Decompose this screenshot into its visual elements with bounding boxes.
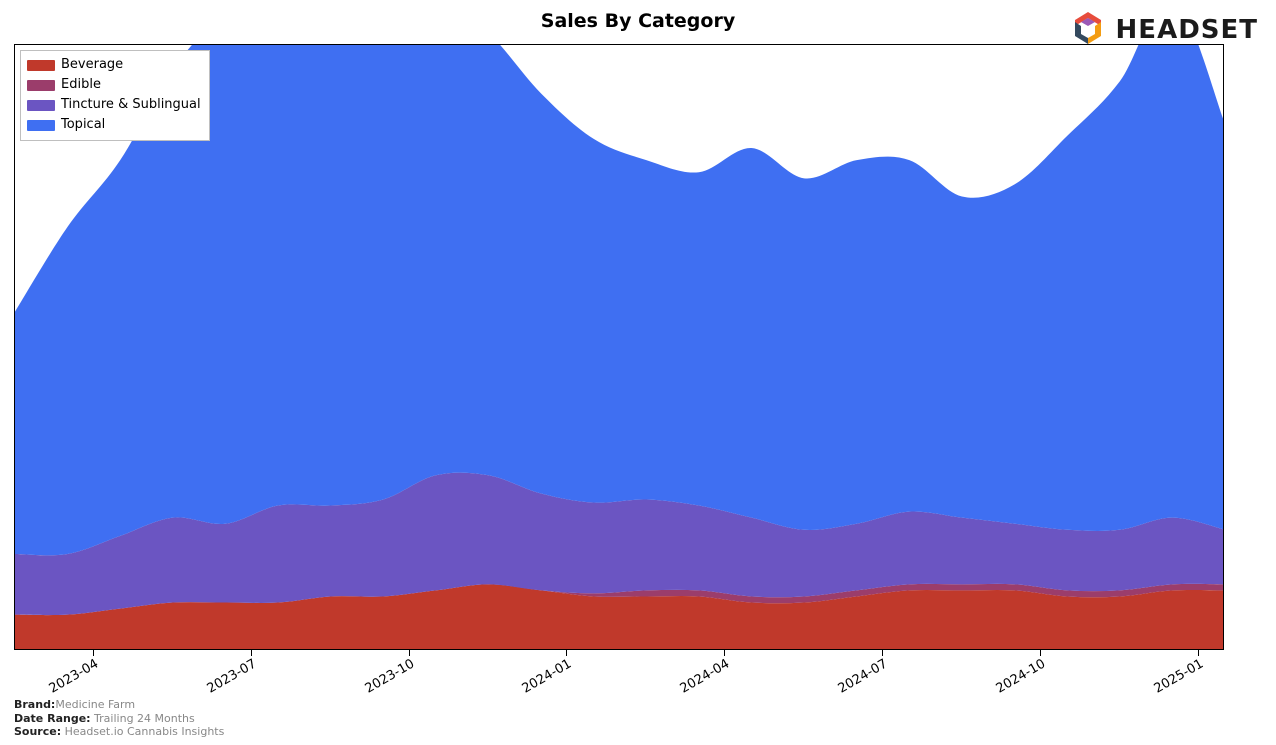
legend-label: Edible: [61, 75, 101, 95]
legend-swatch: [27, 60, 55, 71]
x-tick-label: 2024-10: [993, 656, 1048, 696]
footer-source: Source: Headset.io Cannabis Insights: [14, 725, 224, 739]
x-tick-label: 2024-07: [836, 656, 891, 696]
x-tick-label: 2024-01: [520, 656, 575, 696]
legend-swatch: [27, 120, 55, 131]
footer-range: Date Range: Trailing 24 Months: [14, 712, 224, 726]
legend-swatch: [27, 80, 55, 91]
x-tick-label: 2023-10: [362, 656, 417, 696]
x-tick-label: 2023-07: [204, 656, 259, 696]
x-tick-mark: [1198, 650, 1199, 656]
legend-item: Beverage: [27, 55, 201, 75]
x-tick-mark: [882, 650, 883, 656]
x-tick-mark: [251, 650, 252, 656]
chart-root: Sales By Category HEADSET BeverageEdible…: [0, 0, 1276, 745]
chart-footer: Brand:Medicine Farm Date Range: Trailing…: [14, 698, 224, 739]
x-tick-label: 2023-04: [47, 656, 102, 696]
legend-item: Tincture & Sublingual: [27, 95, 201, 115]
legend-item: Topical: [27, 115, 201, 135]
x-tick-label: 2025-01: [1151, 656, 1206, 696]
legend: BeverageEdibleTincture & SublingualTopic…: [20, 50, 210, 141]
legend-label: Tincture & Sublingual: [61, 95, 201, 115]
legend-item: Edible: [27, 75, 201, 95]
footer-brand: Brand:Medicine Farm: [14, 698, 224, 712]
legend-label: Beverage: [61, 55, 123, 75]
legend-label: Topical: [61, 115, 105, 135]
x-tick-label: 2024-04: [678, 656, 733, 696]
logo-text: HEADSET: [1116, 15, 1258, 45]
legend-swatch: [27, 100, 55, 111]
x-tick-mark: [566, 650, 567, 656]
